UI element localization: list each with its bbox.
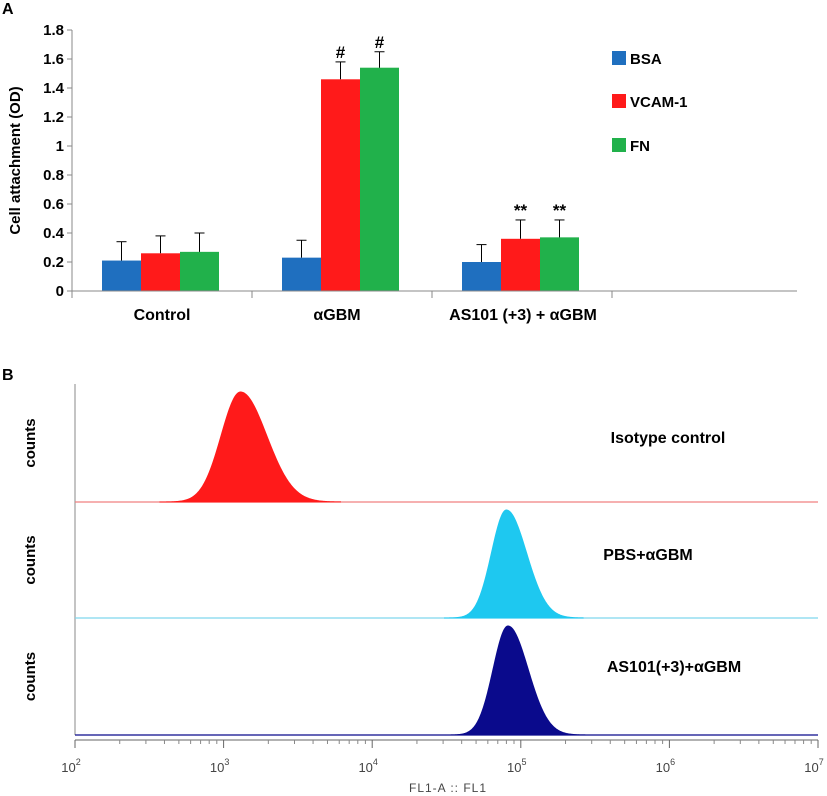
- x-log-axis: 102 103 104 105 106 107: [61, 739, 824, 775]
- histogram-1: [443, 509, 584, 619]
- bar-fn-2: [540, 237, 579, 291]
- y-ticks: 0 0.2 0.4 0.6 0.8 1 1.2 1.4 1.6 1.8: [43, 22, 72, 300]
- category-labels: Control αGBM AS101 (+3) + αGBM: [134, 307, 597, 324]
- panel-a-label: A: [2, 1, 14, 18]
- legend-swatch: [612, 138, 626, 152]
- significance-marker: #: [336, 43, 346, 62]
- histogram-label: Isotype control: [611, 430, 726, 447]
- y-tick-label: 1.2: [43, 109, 64, 126]
- panel-a-bar-chart: Cell attachment (OD) 0 0.2 0.4 0.6 0.8 1 1.2 1.…: [7, 22, 797, 324]
- histogram-0: [159, 391, 341, 503]
- bar-vcam-1-0: [141, 253, 180, 291]
- x-tick-label: 102: [61, 757, 80, 775]
- category-label: Control: [134, 307, 191, 324]
- x-tick-exponent: 2: [76, 757, 81, 767]
- x-tick-base: 10: [358, 760, 372, 775]
- histogram-label: AS101(+3)+αGBM: [607, 659, 741, 676]
- y-tick-label: 1.8: [43, 22, 64, 39]
- x-tick-label: 107: [804, 757, 823, 775]
- y-tick-label: 0.2: [43, 254, 64, 271]
- y-tick-label: 0.6: [43, 196, 64, 213]
- legend: BSA VCAM-1 FN: [612, 51, 688, 155]
- x-tick-exponent: 7: [819, 757, 824, 767]
- x-tick-label: 105: [507, 757, 526, 775]
- x-tick-base: 10: [656, 760, 670, 775]
- histograms: counts Isotype control counts PBS+αGBM count…: [22, 384, 818, 736]
- significance-marker: **: [553, 201, 567, 220]
- x-tick-label: 106: [656, 757, 675, 775]
- x-tick-base: 10: [507, 760, 521, 775]
- y-tick-label: 0.4: [43, 225, 65, 242]
- x-axis-label: FL1-A :: FL1: [409, 781, 487, 795]
- y-tick-label: 1.6: [43, 51, 64, 68]
- y-tick-label: 1.4: [43, 80, 65, 97]
- category-label: αGBM: [313, 307, 360, 324]
- y-tick-label: 0.8: [43, 167, 64, 184]
- x-tick-label: 104: [358, 757, 377, 775]
- legend-label: FN: [630, 138, 650, 155]
- bar-bsa-1: [282, 257, 321, 291]
- significance-marker: **: [514, 201, 528, 220]
- panel-b-label: B: [2, 367, 14, 384]
- x-tick-exponent: 6: [670, 757, 675, 767]
- histogram-label: PBS+αGBM: [603, 547, 692, 564]
- bar-bsa-2: [462, 262, 501, 291]
- x-tick-base: 10: [804, 760, 818, 775]
- significance-marker: #: [375, 33, 385, 52]
- legend-label: BSA: [630, 51, 662, 68]
- y-tick-label: 1: [56, 138, 64, 155]
- legend-swatch: [612, 94, 626, 108]
- bar-fn-0: [180, 251, 219, 291]
- x-tick-exponent: 3: [224, 757, 229, 767]
- legend-label: VCAM-1: [630, 94, 688, 111]
- bar-vcam-1-2: [501, 238, 540, 291]
- bars: # ** # **: [102, 33, 579, 291]
- legend-swatch: [612, 51, 626, 65]
- y-axis-label: Cell attachment (OD): [7, 86, 24, 234]
- category-label: AS101 (+3) + αGBM: [449, 307, 597, 324]
- x-tick-label: 103: [210, 757, 229, 775]
- counts-label: counts: [22, 418, 39, 467]
- x-tick-exponent: 4: [373, 757, 378, 767]
- histogram-2: [445, 625, 586, 736]
- bar-fn-1: [360, 67, 399, 291]
- counts-label: counts: [22, 535, 39, 584]
- panel-b-histograms: counts Isotype control counts PBS+αGBM count…: [22, 384, 824, 795]
- x-tick-base: 10: [61, 760, 75, 775]
- bar-vcam-1-1: [321, 79, 360, 291]
- y-tick-label: 0: [56, 283, 64, 300]
- x-tick-exponent: 5: [522, 757, 527, 767]
- bar-bsa-0: [102, 260, 141, 291]
- counts-label: counts: [22, 652, 39, 701]
- x-tick-base: 10: [210, 760, 224, 775]
